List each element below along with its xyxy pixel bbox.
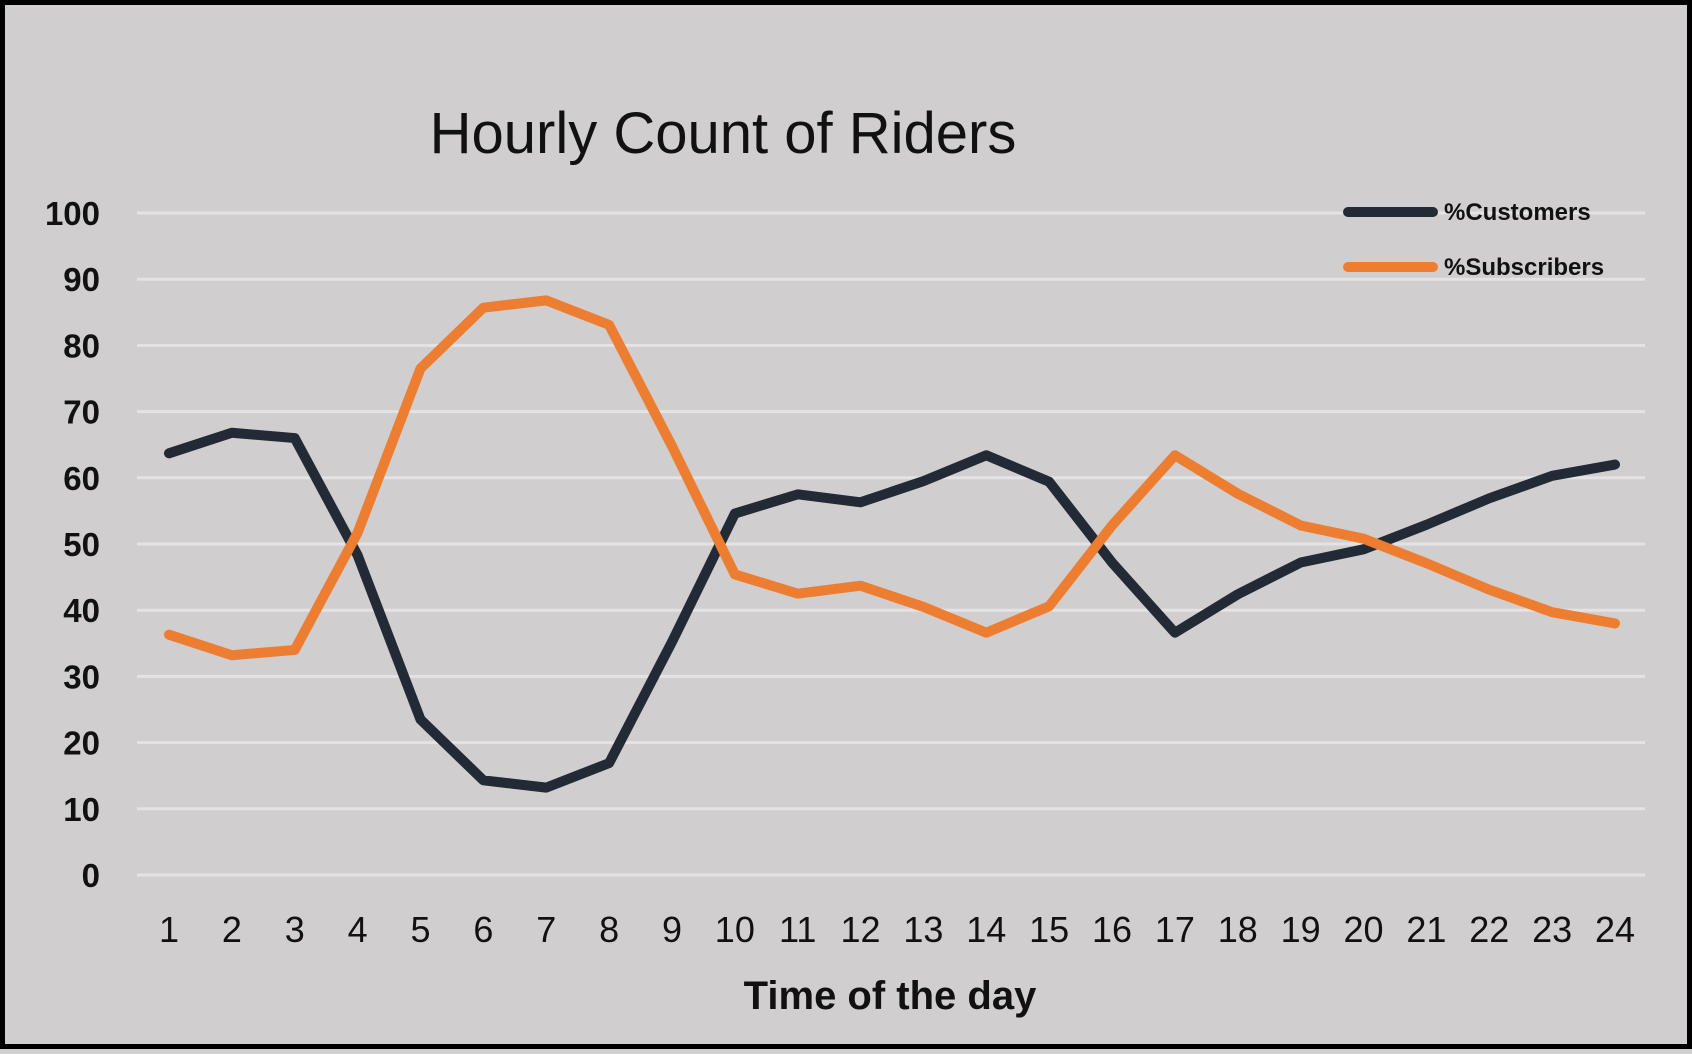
data-point [1613,462,1618,467]
data-point [544,785,549,790]
data-point [544,298,549,303]
data-point [481,778,486,783]
x-tick-label: 12 [841,909,881,950]
y-tick-label: 50 [63,526,100,563]
data-point [1613,621,1618,626]
x-tick-label: 2 [222,909,242,950]
data-point [669,444,674,449]
x-tick-label: 22 [1469,909,1509,950]
data-point [167,632,171,637]
data-point [669,639,674,644]
x-tick-label: 17 [1155,909,1195,950]
y-tick-label: 40 [63,592,100,629]
data-point [1047,604,1052,609]
data-point [607,761,612,766]
data-point [481,305,486,310]
data-point [984,630,989,635]
y-tick-label: 60 [63,460,100,497]
data-point [795,591,800,596]
data-point [921,479,926,484]
legend-label: %Subscribers [1444,254,1604,281]
data-point [795,492,800,497]
data-point [418,717,423,722]
x-tick-label: 24 [1595,909,1635,950]
x-tick-label: 19 [1281,909,1321,950]
data-point [732,572,737,577]
data-point [1550,610,1555,615]
y-tick-label: 90 [63,261,100,298]
data-point [732,511,737,516]
y-tick-label: 70 [63,394,100,431]
x-tick-label: 23 [1532,909,1572,950]
data-point [1361,536,1366,541]
series-line [164,295,1621,661]
x-tick-label: 16 [1092,909,1132,950]
legend: %Customers %Subscribers [1343,199,1604,281]
x-tick-label: 18 [1218,909,1258,950]
data-point [1424,561,1429,566]
y-tick-label: 20 [63,725,100,762]
y-tick-label: 30 [63,658,100,695]
data-point [858,500,863,505]
x-tick-label: 13 [903,909,943,950]
data-point [1110,560,1115,565]
data-point [1298,523,1303,528]
x-axis-label: Time of the day [744,974,1037,1018]
data-point [1550,473,1555,478]
x-tick-label: 15 [1029,909,1069,950]
series--subscribers [164,295,1621,661]
data-point [858,583,863,588]
data-point [1361,547,1366,552]
data-point [1487,496,1492,501]
gridlines [137,211,1645,877]
legend-label: %Customers [1444,199,1591,226]
data-point [1424,522,1429,527]
x-tick-label: 21 [1406,909,1446,950]
x-tick-label: 20 [1344,909,1384,950]
y-tick-label: 100 [45,195,100,232]
x-tick-label: 10 [715,909,755,950]
data-point [1487,587,1492,592]
y-axis-ticks: 0 10 20 30 40 50 60 70 80 90 100 [45,195,100,894]
x-axis-ticks: 1 2 3 4 5 6 7 8 9 10 11 12 13 14 15 16 17 18 19 20 21 22 23 24 [159,909,1635,950]
line-chart: Hourly Count of Riders 01020304050607080… [45,101,1645,1018]
y-tick-label: 80 [63,327,100,364]
data-point [1235,592,1240,597]
y-tick-label: 10 [63,791,100,828]
data-point [1298,560,1303,565]
x-tick-label: 4 [348,909,368,950]
x-tick-label: 11 [779,909,816,950]
data-point [418,366,423,371]
data-point [1172,453,1177,458]
data-point [1235,491,1240,496]
x-tick-label: 1 [159,909,179,950]
data-point [292,436,297,441]
data-point [229,653,234,658]
x-tick-label: 8 [599,909,619,950]
data-point [292,647,297,652]
data-point [167,451,171,456]
data-point [984,453,989,458]
x-tick-label: 14 [966,909,1006,950]
data-point [921,604,926,609]
data-point [1047,479,1052,484]
data-point [355,553,360,558]
x-tick-label: 6 [473,909,493,950]
data-point [1110,523,1115,528]
data-point [355,530,360,535]
x-tick-label: 5 [410,909,430,950]
series-lines [164,295,1621,793]
data-point [607,322,612,327]
x-tick-label: 3 [285,909,305,950]
x-tick-label: 7 [536,909,556,950]
data-point [1172,630,1177,635]
y-tick-label: 0 [82,857,100,894]
x-tick-label: 9 [662,909,682,950]
chart-title: Hourly Count of Riders [430,101,1017,166]
data-point [229,430,234,435]
